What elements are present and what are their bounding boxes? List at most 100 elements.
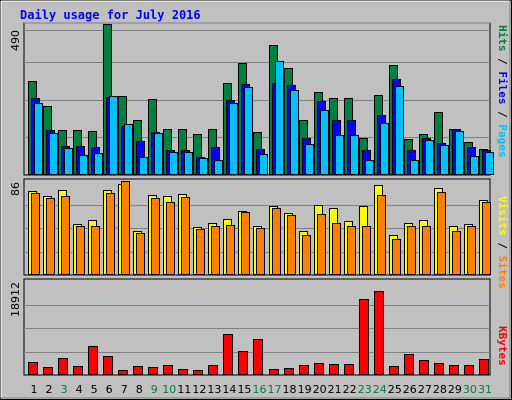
bar-kbytes-day-10 — [163, 365, 173, 375]
bar-sites-day-22 — [347, 226, 356, 275]
bar-kbytes-day-20 — [314, 363, 324, 375]
day-label-21: 21 — [328, 383, 342, 396]
bar-kbytes-day-2 — [43, 367, 53, 375]
bar-sites-day-27 — [422, 226, 431, 275]
day-label-15: 15 — [237, 383, 251, 396]
bar-kbytes-day-27 — [419, 360, 429, 375]
day-label-10: 10 — [162, 383, 176, 396]
day-label-30: 30 — [463, 383, 477, 396]
bar-pages-day-13 — [214, 160, 223, 175]
bar-sites-day-17 — [272, 208, 281, 275]
legend-pages: Pages — [496, 124, 509, 157]
bar-kbytes-day-23 — [359, 299, 369, 375]
bar-sites-day-28 — [437, 192, 446, 275]
bar-kbytes-day-4 — [73, 366, 83, 375]
legend-separator: / — [496, 105, 509, 125]
bar-pages-day-29 — [455, 131, 464, 175]
bar-kbytes-day-18 — [284, 368, 294, 375]
bar-pages-day-4 — [79, 155, 88, 175]
panel-top: 490 — [9, 22, 494, 176]
bar-pages-day-25 — [395, 86, 404, 175]
bar-pages-day-19 — [305, 144, 314, 175]
bar-sites-day-1 — [31, 193, 40, 275]
bar-kbytes-day-3 — [58, 358, 68, 375]
day-label-6: 6 — [106, 383, 113, 396]
bar-kbytes-day-28 — [434, 363, 444, 375]
legend-top: Hits / Files / Pages — [496, 25, 509, 158]
bar-sites-day-9 — [151, 198, 160, 275]
bar-kbytes-day-31 — [479, 359, 489, 375]
bar-kbytes-day-16 — [253, 339, 263, 375]
bar-pages-day-3 — [64, 148, 73, 175]
day-label-2: 2 — [46, 383, 53, 396]
bar-pages-day-20 — [320, 110, 329, 175]
bar-sites-day-30 — [467, 226, 476, 275]
bar-pages-day-15 — [244, 87, 253, 175]
legend-kbytes: KBytes — [496, 326, 509, 366]
bar-kbytes-day-8 — [133, 366, 143, 375]
day-label-9: 9 — [151, 383, 158, 396]
bar-pages-day-31 — [485, 152, 494, 175]
bar-sites-day-25 — [392, 239, 401, 275]
bar-kbytes-day-25 — [389, 366, 399, 375]
bar-sites-day-4 — [76, 226, 85, 275]
panel-top-max-label: 490 — [9, 30, 22, 51]
bar-pages-day-12 — [199, 158, 208, 175]
bar-pages-day-28 — [440, 145, 449, 175]
bar-kbytes-day-15 — [238, 351, 248, 375]
bar-kbytes-day-17 — [269, 369, 279, 375]
bar-kbytes-day-1 — [28, 362, 38, 375]
day-label-12: 12 — [192, 383, 206, 396]
panel-bottom: 18912 — [9, 278, 491, 376]
bar-kbytes-day-13 — [208, 365, 218, 375]
bar-pages-day-11 — [184, 152, 193, 175]
bar-kbytes-day-6 — [103, 356, 113, 375]
bar-pages-day-1 — [34, 103, 43, 175]
panel-middle-bars — [28, 181, 491, 275]
day-label-19: 19 — [298, 383, 312, 396]
bar-kbytes-day-5 — [88, 346, 98, 375]
bar-pages-day-7 — [124, 124, 133, 175]
legend-separator: / — [496, 52, 509, 72]
bar-sites-day-21 — [332, 223, 341, 275]
bar-pages-day-17 — [275, 61, 284, 175]
day-label-17: 17 — [268, 383, 282, 396]
legend-files: Files — [496, 71, 509, 104]
day-label-7: 7 — [121, 383, 128, 396]
bar-sites-day-20 — [317, 214, 326, 275]
panel-middle-max-label: 86 — [9, 182, 22, 196]
bar-kbytes-day-30 — [464, 365, 474, 375]
bar-kbytes-day-12 — [193, 370, 203, 375]
bar-sites-day-5 — [91, 226, 100, 275]
bar-pages-day-26 — [410, 160, 419, 175]
day-label-13: 13 — [207, 383, 221, 396]
chart-title: Daily usage for July 2016 — [20, 8, 201, 22]
day-label-31: 31 — [478, 383, 492, 396]
bar-pages-day-6 — [109, 96, 118, 175]
legend-hits: Hits — [496, 25, 509, 52]
day-label-8: 8 — [136, 383, 143, 396]
bar-pages-day-2 — [49, 133, 58, 175]
bar-sites-day-13 — [211, 226, 220, 275]
legend-visits: Visits — [496, 196, 509, 236]
bar-pages-day-24 — [380, 123, 389, 175]
bar-sites-day-2 — [46, 198, 55, 275]
legend-sites: Sites — [496, 256, 509, 289]
bar-pages-day-16 — [259, 154, 268, 175]
day-label-20: 20 — [313, 383, 327, 396]
bar-pages-day-5 — [94, 153, 103, 175]
bar-sites-day-7 — [121, 181, 130, 275]
day-label-22: 22 — [343, 383, 357, 396]
bar-kbytes-day-9 — [148, 367, 158, 375]
bar-kbytes-day-22 — [344, 364, 354, 375]
bar-pages-day-27 — [425, 140, 434, 175]
bar-sites-day-19 — [302, 235, 311, 275]
day-label-26: 26 — [403, 383, 417, 396]
day-label-14: 14 — [222, 383, 236, 396]
bar-kbytes-day-29 — [449, 365, 459, 375]
bar-sites-day-3 — [61, 196, 70, 275]
bar-pages-day-23 — [365, 160, 374, 175]
bar-sites-day-8 — [136, 233, 145, 275]
panel-bottom-max-label: 18912 — [9, 282, 22, 317]
